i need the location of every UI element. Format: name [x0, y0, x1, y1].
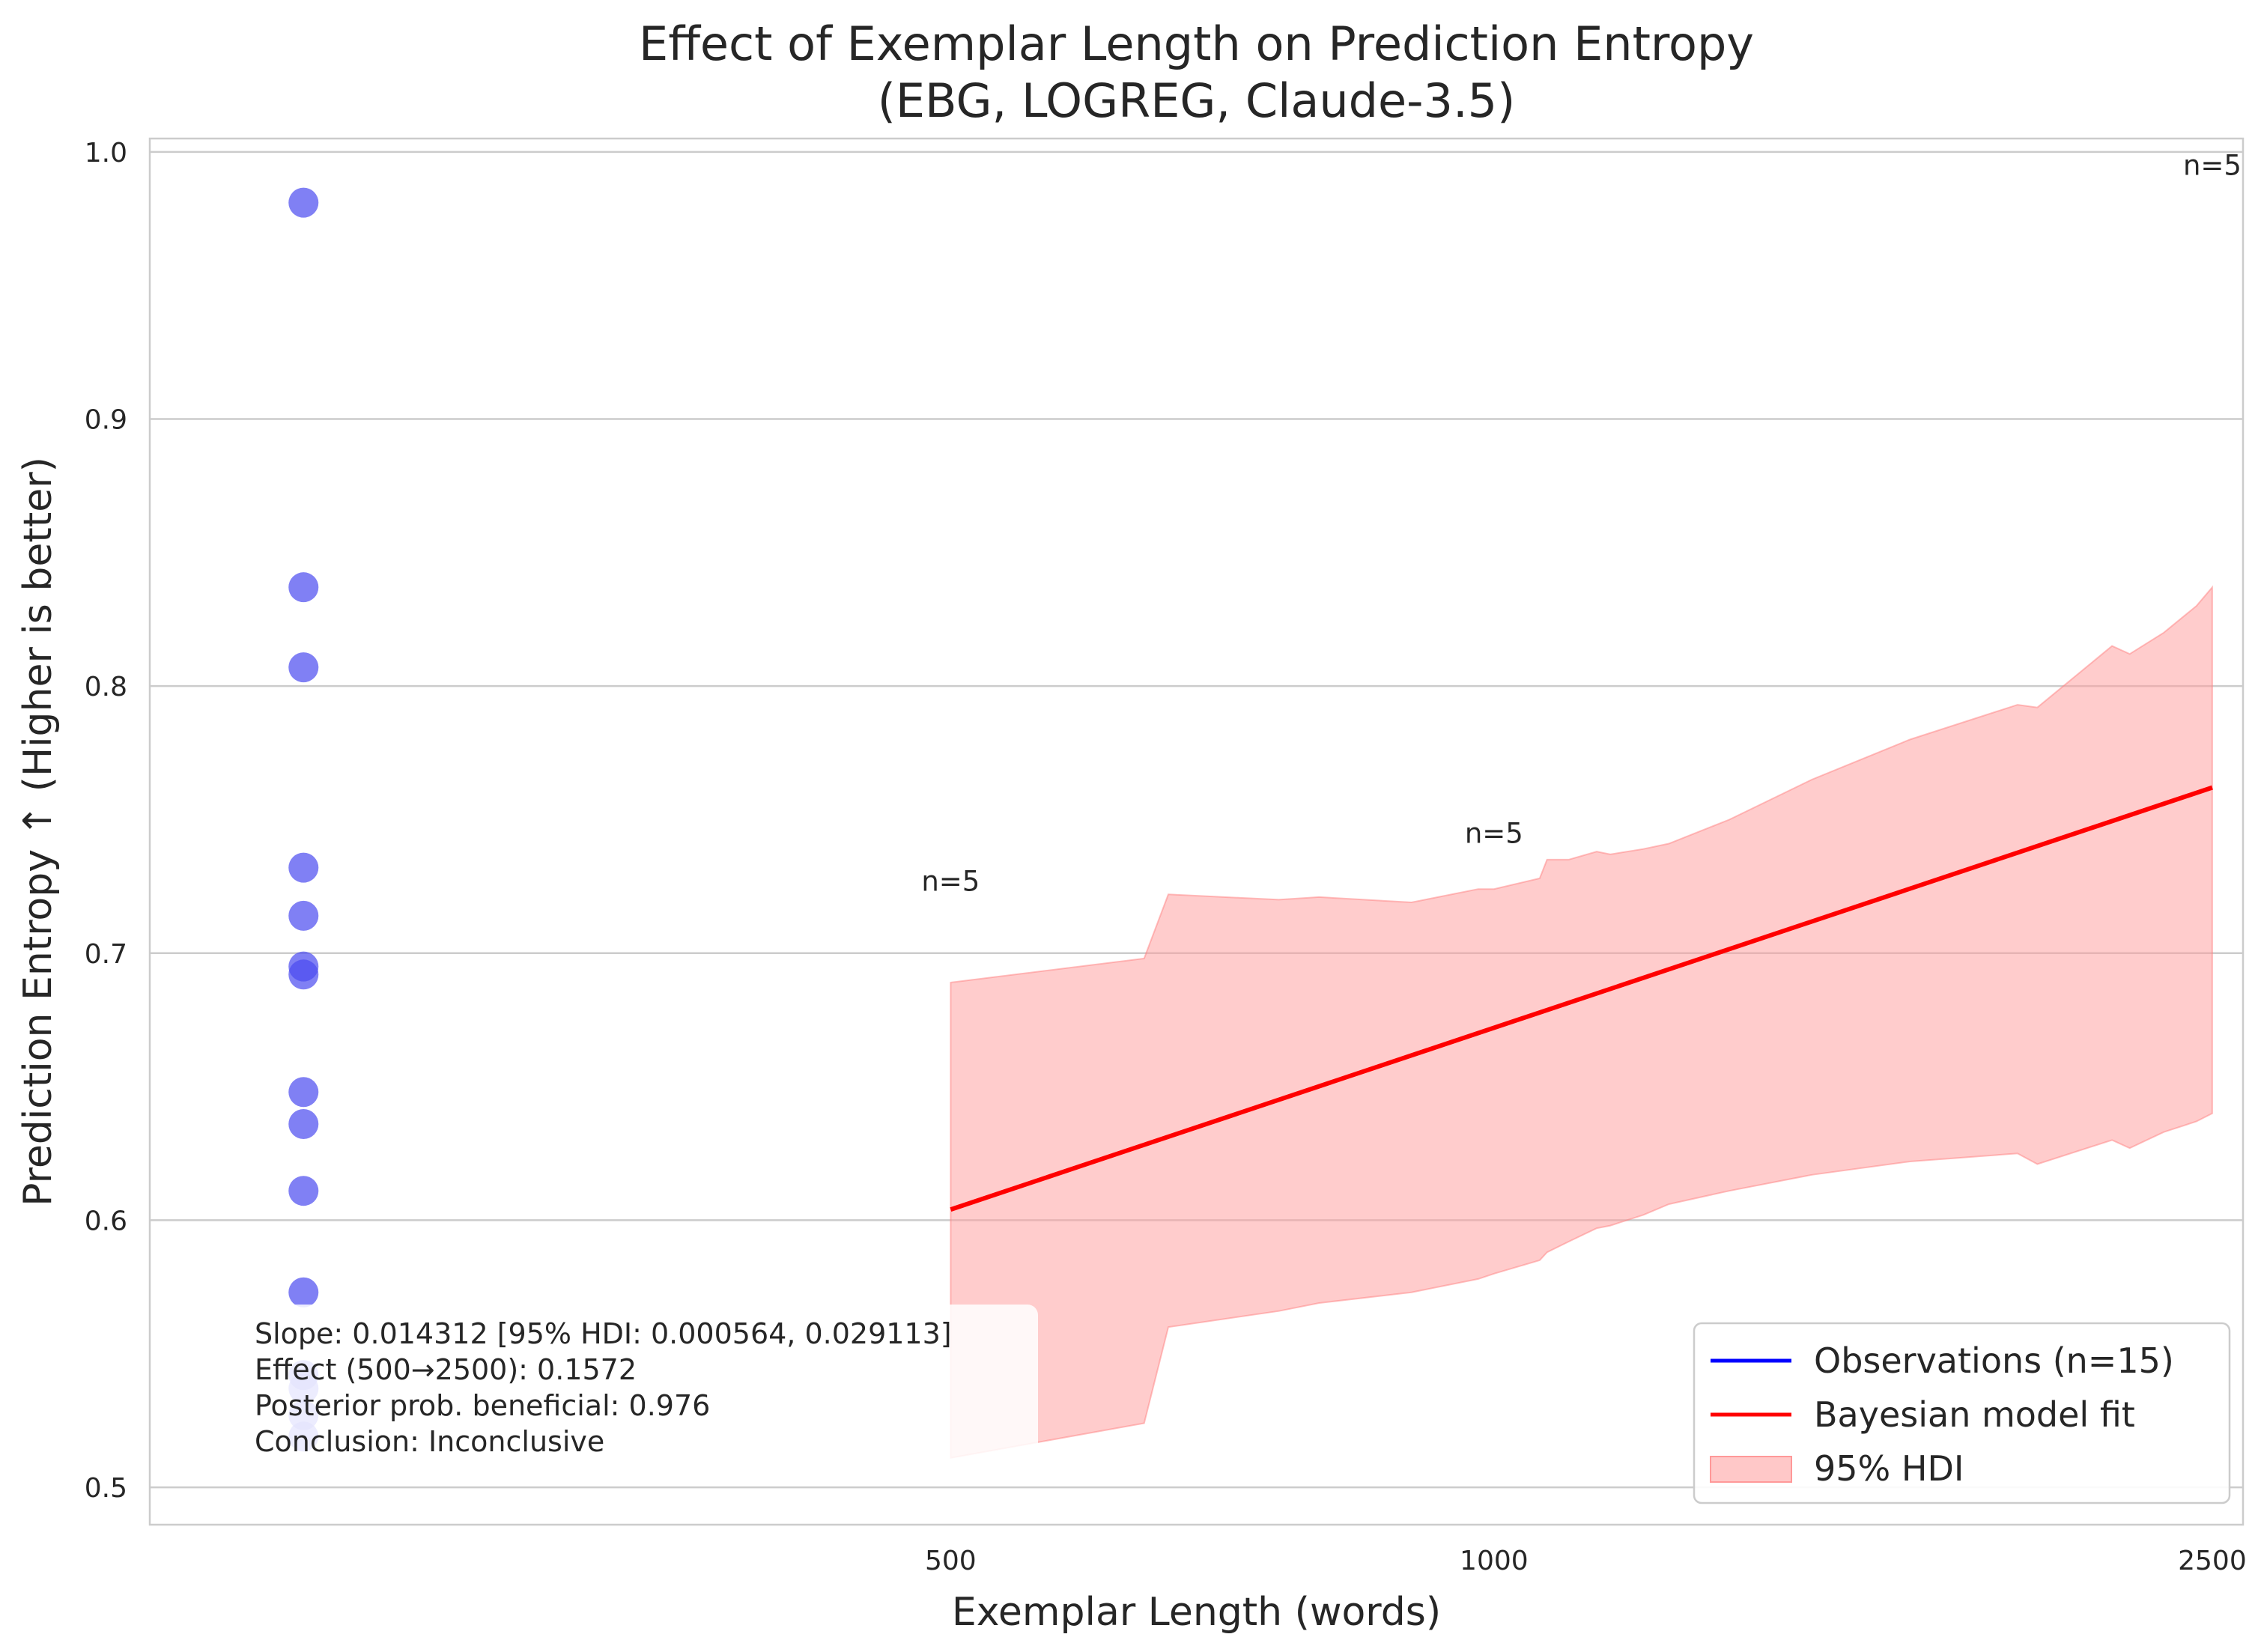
y-tick-label: 1.0: [85, 138, 127, 168]
y-ticks: 0.5 0.6 0.7 0.8 0.9 1.0: [85, 138, 127, 1504]
observation-point: [288, 852, 319, 883]
chart-title: Effect of Exemplar Length on Prediction …: [639, 16, 1754, 128]
plot-frame: [148, 137, 2245, 1526]
observation-point: [288, 1277, 319, 1308]
x-tick-label: 500: [925, 1546, 977, 1576]
stats-box: Slope: 0.014312 [95% HDI: 0.000564, 0.02…: [241, 1305, 1038, 1468]
legend: Observations (n=15) Bayesian model fit 95%…: [1693, 1322, 2231, 1504]
fit-line: [950, 785, 2213, 1212]
n-annotations: n=5 n=5 n=5: [921, 150, 2242, 898]
stats-line: Conclusion: Inconclusive: [255, 1425, 604, 1458]
observation-points: [288, 187, 319, 1452]
stats-line: Effect (500→2500): 0.1572: [255, 1353, 637, 1386]
legend-label: Observations (n=15): [1814, 1340, 2174, 1381]
y-tick-label: 0.7: [85, 939, 127, 970]
y-axis-label: Prediction Entropy ↑ (Higher is better): [16, 457, 61, 1206]
y-tick-label: 0.6: [85, 1206, 127, 1236]
legend-box: [1693, 1322, 2231, 1504]
x-tick-label: 1000: [1460, 1546, 1529, 1576]
observation-point: [288, 572, 319, 603]
stats-line: Slope: 0.014312 [95% HDI: 0.000564, 0.02…: [255, 1317, 952, 1350]
legend-label: Bayesian model fit: [1814, 1394, 2135, 1435]
observation-point: [288, 652, 319, 683]
chart-title-line: (EBG, LOGREG, Claude-3.5): [878, 73, 1516, 128]
observation-point: [288, 187, 319, 218]
observation-point: [288, 1176, 319, 1206]
y-tick-label: 0.9: [85, 404, 127, 435]
legend-label: 95% HDI: [1814, 1448, 1964, 1489]
observation-point: [288, 1109, 319, 1140]
x-axis-label: Exemplar Length (words): [952, 1590, 1441, 1635]
hdi-band: [950, 585, 2213, 1459]
stats-line: Posterior prob. beneficial: 0.976: [255, 1389, 710, 1422]
n-annotation: n=5: [1465, 817, 1523, 849]
x-tick-label: 2500: [2178, 1546, 2247, 1576]
y-tick-label: 0.8: [85, 672, 127, 702]
observation-point: [288, 1077, 319, 1108]
chart-title-line: Effect of Exemplar Length on Prediction …: [639, 16, 1754, 71]
observation-point: [288, 900, 319, 931]
n-annotation: n=5: [2183, 150, 2242, 182]
n-annotation: n=5: [921, 865, 980, 897]
legend-swatch-hdi: [1710, 1456, 1792, 1483]
x-ticks: 500 1000 2500: [925, 1546, 2247, 1576]
observation-point: [288, 959, 319, 990]
y-tick-label: 0.5: [85, 1473, 127, 1504]
stats-box-background: [241, 1305, 1038, 1468]
